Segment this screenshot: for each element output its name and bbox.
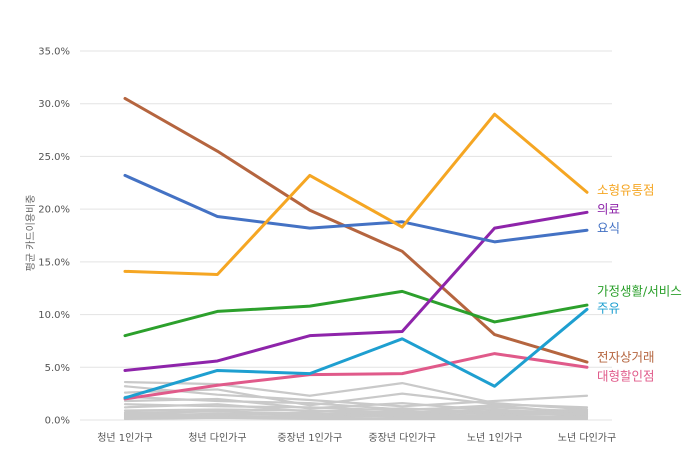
background-series-lines (123, 380, 589, 421)
y-axis-tick-labels: 0.0% 5.0% 10.0% 15.0% 20.0% 25.0% 30.0% 35.0% (38, 47, 70, 427)
series-label: 전자상거래 (597, 350, 655, 365)
background-series-line (123, 388, 589, 409)
y-tick-label: 0.0% (45, 416, 70, 427)
series-line (123, 173, 589, 244)
highlighted-series-lines (123, 96, 589, 401)
series-label: 주유 (597, 301, 620, 316)
series-line (123, 210, 589, 372)
y-tick-label: 5.0% (45, 363, 70, 374)
y-tick-label: 20.0% (38, 205, 70, 216)
y-tick-label: 30.0% (38, 99, 70, 110)
y-axis-label: 평균 카드이용비중 (25, 195, 37, 272)
series-line (123, 289, 589, 338)
x-tick-label: 노년 1인가구 (467, 432, 523, 444)
x-axis-tick-labels: 청년 1인가구 청년 다인가구 중장년 1인가구 중장년 다인가구 노년 1인가구 노년 … (97, 432, 616, 444)
background-series-line (123, 385, 589, 408)
x-tick-label: 청년 다인가구 (188, 432, 246, 444)
gridlines (80, 50, 612, 421)
x-tick-label: 중장년 다인가구 (368, 432, 436, 444)
y-tick-label: 35.0% (38, 47, 70, 58)
series-line (123, 352, 589, 401)
series-label: 요식 (597, 221, 620, 236)
series-line (123, 96, 589, 364)
series-label: 소형유통점 (597, 183, 655, 198)
series-label: 의료 (597, 202, 620, 217)
y-tick-label: 25.0% (38, 152, 70, 163)
x-tick-label: 중장년 1인가구 (277, 432, 342, 444)
series-line (123, 112, 589, 277)
y-tick-label: 15.0% (38, 257, 70, 268)
x-tick-label: 청년 1인가구 (97, 432, 153, 444)
background-series-line (123, 411, 589, 419)
series-label: 가정생활/서비스 (597, 284, 682, 299)
y-tick-label: 10.0% (38, 310, 70, 321)
series-line (123, 307, 589, 400)
x-tick-label: 노년 다인가구 (558, 432, 616, 444)
background-series-line (123, 416, 589, 421)
series-label: 대형할인점 (597, 369, 655, 384)
